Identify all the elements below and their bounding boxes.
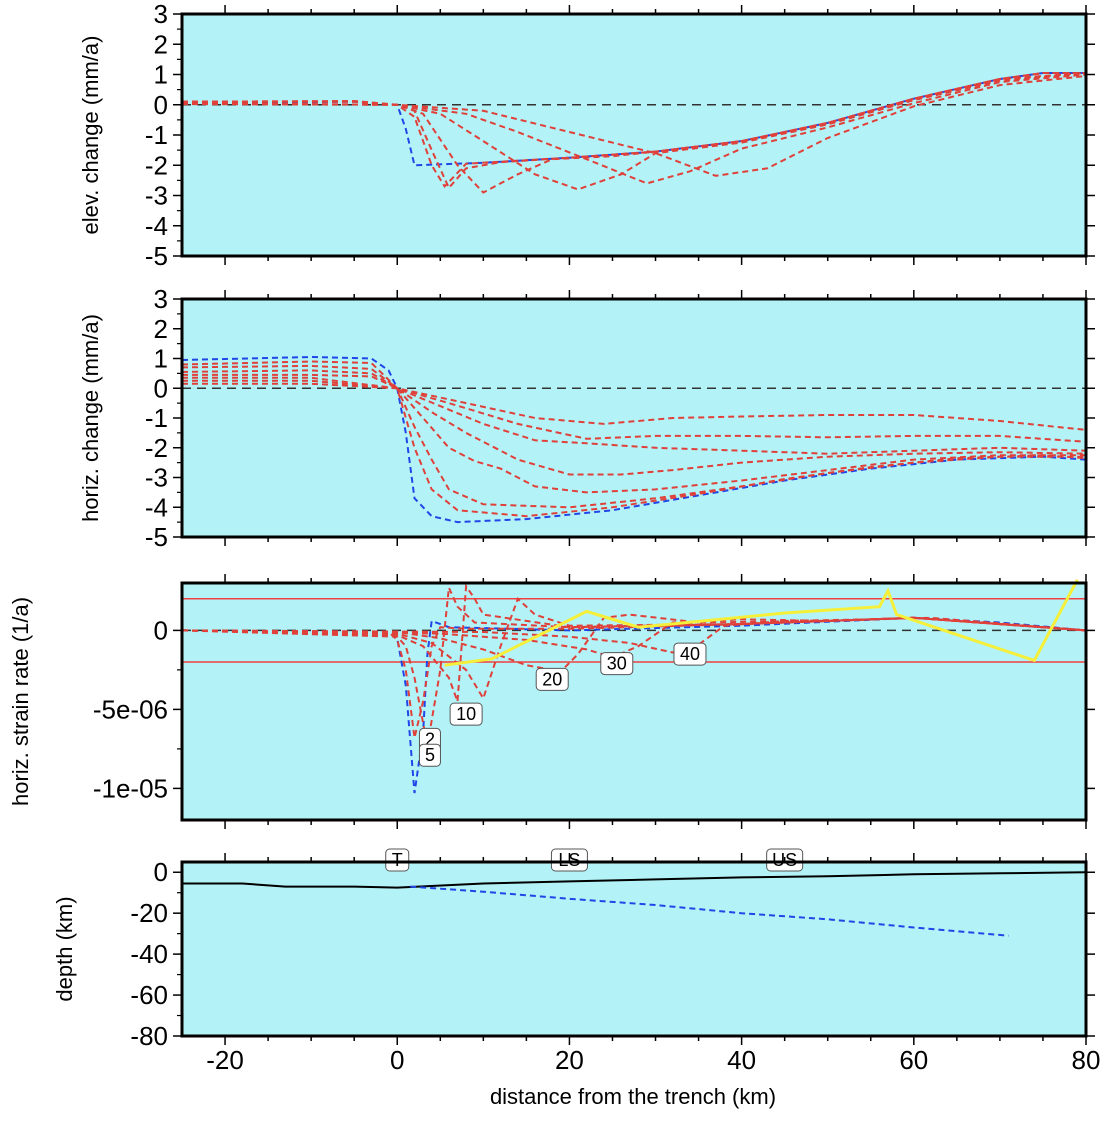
y-tick-label: -5 xyxy=(145,241,168,271)
y-tick-label: -1 xyxy=(145,120,168,150)
contour-label: 5 xyxy=(425,745,435,765)
y-tick-label: -4 xyxy=(145,211,168,241)
series-line-9 xyxy=(444,579,1079,667)
plot-frame xyxy=(180,581,1088,822)
y-tick-label: -20 xyxy=(130,898,168,928)
y-tick-label: -40 xyxy=(130,939,168,969)
series-line-4 xyxy=(181,369,1086,494)
y-tick-label: -4 xyxy=(145,492,168,522)
y-tick-label: 0 xyxy=(154,857,168,887)
x-tick-label: 80 xyxy=(1072,1045,1101,1075)
series-line-3 xyxy=(181,364,1086,509)
y-axis-label: depth (km) xyxy=(52,896,77,1001)
contour-label-box xyxy=(535,667,569,691)
y-tick-label: -1e-05 xyxy=(93,773,168,803)
series-line-2 xyxy=(410,885,1009,937)
x-tick-label: 60 xyxy=(899,1045,928,1075)
series-line-7 xyxy=(181,616,1087,659)
plot-frame xyxy=(180,860,1088,1038)
y-tick-label: 2 xyxy=(154,29,168,59)
y-tick-label: -5e-06 xyxy=(93,694,168,724)
series-line-7 xyxy=(181,75,1087,177)
y-tick-label: 2 xyxy=(154,314,168,344)
contour-label: 30 xyxy=(607,654,627,674)
y-tick-label: -2 xyxy=(145,150,168,180)
contour-label: 20 xyxy=(542,669,562,689)
series-line-2 xyxy=(181,72,1086,189)
contour-label: 2 xyxy=(425,729,435,749)
contour-label-box xyxy=(449,702,483,726)
series-line-6 xyxy=(181,73,1087,185)
plot-background xyxy=(182,299,1086,537)
y-tick-label: 1 xyxy=(154,344,168,374)
series-line-5 xyxy=(181,72,1087,191)
y-axis-label: horiz. change (mm/a) xyxy=(78,314,103,522)
series-line-1 xyxy=(182,871,1087,889)
x-axis-label: distance from the trench (km) xyxy=(490,1084,776,1109)
y-tick-label: -2 xyxy=(145,433,168,463)
panel-3: 25 10 20 30 40 0 -5e-06 -1e-05 horiz. strain rat… xyxy=(8,574,1095,829)
y-tick-label: -3 xyxy=(145,463,168,493)
series-line-8 xyxy=(182,382,1087,431)
plot-background xyxy=(182,583,1086,820)
plot-background xyxy=(182,14,1086,256)
y-axis-label: horiz. strain rate (1/a) xyxy=(8,597,33,806)
y-tick-label: 3 xyxy=(154,284,168,314)
x-tick-label: 20 xyxy=(555,1045,584,1075)
y-tick-label: -5 xyxy=(145,522,168,552)
y-tick-label: 3 xyxy=(154,0,168,29)
plot-background xyxy=(182,862,1086,1036)
x-tick-label: 0 xyxy=(390,1045,404,1075)
y-tick-label: -60 xyxy=(130,980,168,1010)
y-tick-label: 0 xyxy=(154,90,168,120)
y-tick-label: -3 xyxy=(145,181,168,211)
contour-label-box xyxy=(673,642,707,666)
contour-label: 10 xyxy=(456,704,476,724)
series-line-5 xyxy=(181,597,1087,701)
y-tick-label: 0 xyxy=(154,615,168,645)
series-line-4 xyxy=(182,72,1087,194)
x-tick-label: 40 xyxy=(727,1045,756,1075)
contour-label-box xyxy=(600,652,634,676)
y-tick-label: -80 xyxy=(130,1021,168,1051)
contour-label-box xyxy=(418,743,441,767)
x-tick-label: -20 xyxy=(206,1045,244,1075)
y-tick-label: 1 xyxy=(154,60,168,90)
y-tick-label: -1 xyxy=(145,403,168,433)
series-line-5 xyxy=(182,373,1087,476)
contour-label: 40 xyxy=(680,644,700,664)
y-axis-label: elev. change (mm/a) xyxy=(78,36,103,235)
y-tick-label: 0 xyxy=(154,373,168,403)
series-line-4 xyxy=(181,583,1087,702)
series-line-1 xyxy=(181,355,1087,524)
